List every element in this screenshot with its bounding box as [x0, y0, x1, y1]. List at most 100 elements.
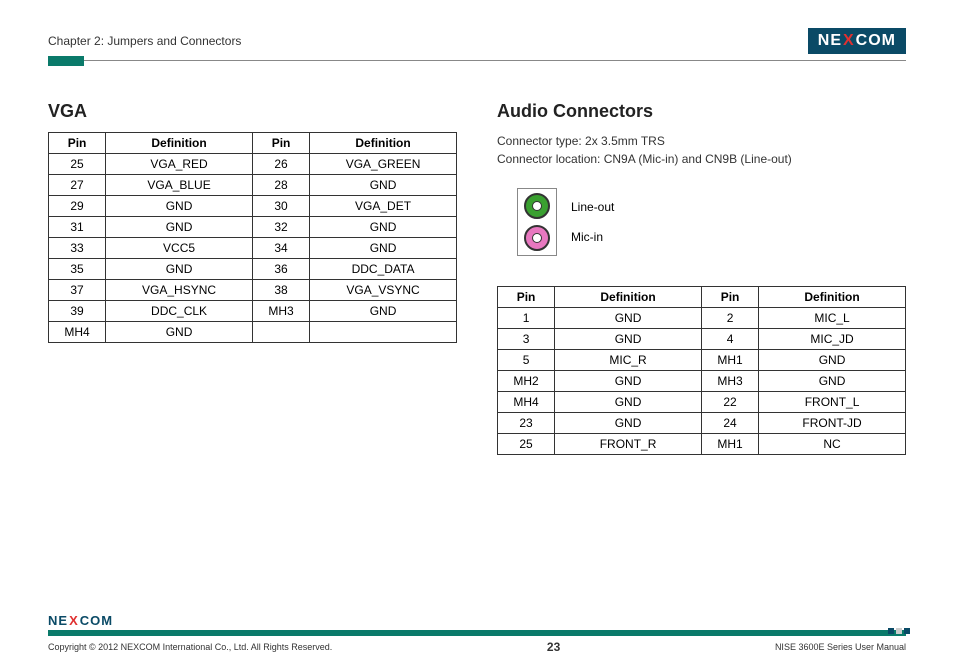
vga-table: Pin Definition Pin Definition 25VGA_RED2…	[48, 132, 457, 343]
audio-title: Audio Connectors	[497, 101, 906, 122]
table-cell: 30	[252, 196, 309, 217]
table-cell: 37	[49, 280, 106, 301]
footer-row: Copyright © 2012 NEXCOM International Co…	[48, 640, 906, 654]
table-cell: 36	[252, 259, 309, 280]
table-cell: GND	[310, 175, 457, 196]
table-cell: 23	[498, 413, 555, 434]
logo-x: X	[69, 613, 79, 628]
table-cell	[252, 322, 309, 343]
logo-post: COM	[856, 32, 896, 50]
th-pin: Pin	[498, 287, 555, 308]
table-header-row: Pin Definition Pin Definition	[498, 287, 906, 308]
table-cell: 4	[701, 329, 758, 350]
table-cell: FRONT-JD	[759, 413, 906, 434]
connector-type: Connector type: 2x 3.5mm TRS	[497, 132, 906, 150]
vga-title: VGA	[48, 101, 457, 122]
connector-location: Connector location: CN9A (Mic-in) and CN…	[497, 150, 906, 168]
table-row: 35GND36DDC_DATA	[49, 259, 457, 280]
audio-jacks: Line-out Mic-in	[517, 188, 906, 256]
table-row: 27VGA_BLUE28GND	[49, 175, 457, 196]
logo-pre: NE	[818, 32, 842, 50]
table-cell: NC	[759, 434, 906, 455]
micin-label: Mic-in	[571, 230, 614, 244]
table-cell: 5	[498, 350, 555, 371]
table-row: 31GND32GND	[49, 217, 457, 238]
main-content: VGA Pin Definition Pin Definition 25VGA_…	[48, 101, 906, 455]
table-cell: 26	[252, 154, 309, 175]
logo-top: NEXCOM	[808, 28, 906, 54]
table-row: 25VGA_RED26VGA_GREEN	[49, 154, 457, 175]
manual-name: NISE 3600E Series User Manual	[775, 642, 906, 652]
table-cell: GND	[310, 238, 457, 259]
side-tab	[48, 56, 84, 66]
page-footer: NEXCOM Copyright © 2012 NEXCOM Internati…	[48, 613, 906, 654]
table-row: 23GND24FRONT-JD	[498, 413, 906, 434]
vga-column: VGA Pin Definition Pin Definition 25VGA_…	[48, 101, 457, 455]
th-def: Definition	[555, 287, 702, 308]
table-cell: GND	[106, 217, 253, 238]
table-cell: FRONT_L	[759, 392, 906, 413]
table-cell: DDC_CLK	[106, 301, 253, 322]
lineout-label: Line-out	[571, 200, 614, 214]
audio-column: Audio Connectors Connector type: 2x 3.5m…	[497, 101, 906, 455]
table-cell: GND	[310, 217, 457, 238]
table-cell: GND	[759, 350, 906, 371]
logo-pre: NE	[48, 613, 68, 628]
table-row: MH4GND	[49, 322, 457, 343]
table-cell: 3	[498, 329, 555, 350]
table-cell: 28	[252, 175, 309, 196]
table-cell: MIC_R	[555, 350, 702, 371]
table-row: 29GND30VGA_DET	[49, 196, 457, 217]
logo-bottom: NEXCOM	[48, 613, 906, 628]
footer-bar	[48, 630, 906, 636]
table-cell: GND	[106, 259, 253, 280]
table-header-row: Pin Definition Pin Definition	[49, 133, 457, 154]
table-cell: MH1	[701, 434, 758, 455]
th-pin: Pin	[252, 133, 309, 154]
table-cell: 34	[252, 238, 309, 259]
table-cell: 1	[498, 308, 555, 329]
table-cell: 27	[49, 175, 106, 196]
jack-box	[517, 188, 557, 256]
th-def: Definition	[106, 133, 253, 154]
th-pin: Pin	[49, 133, 106, 154]
table-cell: GND	[106, 322, 253, 343]
table-cell: 2	[701, 308, 758, 329]
th-def: Definition	[759, 287, 906, 308]
table-row: 1GND2MIC_L	[498, 308, 906, 329]
logo-x: X	[843, 32, 855, 50]
table-cell: VGA_VSYNC	[310, 280, 457, 301]
micin-jack-icon	[524, 225, 550, 251]
table-cell: 33	[49, 238, 106, 259]
table-cell: GND	[106, 196, 253, 217]
copyright: Copyright © 2012 NEXCOM International Co…	[48, 642, 332, 652]
table-row: 37VGA_HSYNC38VGA_VSYNC	[49, 280, 457, 301]
table-cell: 29	[49, 196, 106, 217]
audio-table: Pin Definition Pin Definition 1GND2MIC_L…	[497, 286, 906, 455]
table-row: 3GND4MIC_JD	[498, 329, 906, 350]
table-cell: VGA_RED	[106, 154, 253, 175]
table-row: 25FRONT_RMH1NC	[498, 434, 906, 455]
table-row: 5MIC_RMH1GND	[498, 350, 906, 371]
table-cell: VGA_BLUE	[106, 175, 253, 196]
table-cell: VGA_HSYNC	[106, 280, 253, 301]
table-cell: GND	[759, 371, 906, 392]
table-cell: 38	[252, 280, 309, 301]
table-cell: DDC_DATA	[310, 259, 457, 280]
table-cell: FRONT_R	[555, 434, 702, 455]
table-cell: GND	[555, 308, 702, 329]
table-cell: 22	[701, 392, 758, 413]
table-cell: MH4	[49, 322, 106, 343]
footer-squares-icon	[888, 628, 910, 634]
table-cell: 25	[49, 154, 106, 175]
table-cell	[310, 322, 457, 343]
table-row: MH4GND22FRONT_L	[498, 392, 906, 413]
table-cell: MH3	[252, 301, 309, 322]
table-row: MH2GNDMH3GND	[498, 371, 906, 392]
th-def: Definition	[310, 133, 457, 154]
page-header: Chapter 2: Jumpers and Connectors NEXCOM	[48, 28, 906, 61]
table-cell: MH3	[701, 371, 758, 392]
table-cell: GND	[555, 329, 702, 350]
table-cell: 39	[49, 301, 106, 322]
table-cell: MIC_JD	[759, 329, 906, 350]
